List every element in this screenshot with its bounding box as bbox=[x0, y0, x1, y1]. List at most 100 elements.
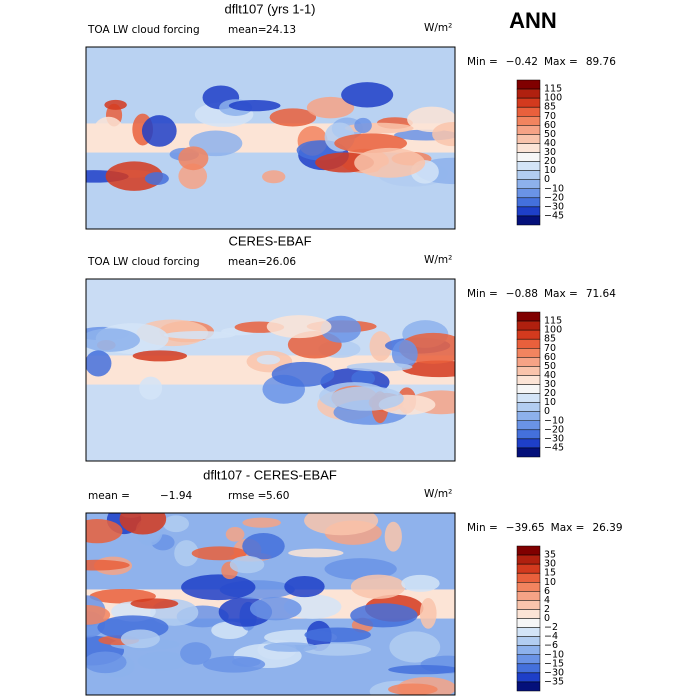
colorbar-box bbox=[516, 106, 541, 117]
map-blob bbox=[104, 99, 127, 110]
map-blob bbox=[324, 558, 397, 580]
map-blob bbox=[391, 339, 418, 369]
colorbar-box bbox=[516, 134, 541, 144]
colorbar-box bbox=[516, 681, 541, 692]
map-field bbox=[86, 47, 455, 229]
map-blob bbox=[266, 315, 332, 339]
map-blob bbox=[401, 360, 455, 378]
unit: W/m² bbox=[424, 488, 452, 500]
colorbar-box bbox=[516, 161, 541, 171]
colorbar-box bbox=[516, 348, 541, 358]
colorbar-label: 0 bbox=[544, 174, 550, 185]
colorbar-label: −30 bbox=[544, 433, 564, 444]
map-blob bbox=[132, 350, 188, 362]
colorbar-box bbox=[516, 215, 541, 226]
colorbar-box bbox=[516, 320, 541, 331]
map-blob bbox=[137, 651, 188, 671]
stat-value: 5.60 bbox=[266, 490, 289, 502]
map-blob bbox=[180, 642, 212, 665]
colorbar-label: 20 bbox=[544, 388, 556, 399]
map-blob bbox=[419, 597, 437, 629]
min-max-part: Min = bbox=[467, 288, 498, 300]
colorbar-label: 2 bbox=[544, 604, 550, 615]
colorbar-label: 85 bbox=[544, 102, 556, 113]
colorbar-box bbox=[516, 645, 541, 655]
colorbar-label: −10 bbox=[544, 183, 564, 194]
map-blob bbox=[141, 115, 177, 147]
min-max-part: −0.42 bbox=[506, 56, 538, 68]
map-blob bbox=[304, 513, 379, 536]
colorbar-box bbox=[516, 411, 541, 421]
map-blob bbox=[256, 354, 281, 365]
colorbar-label: −4 bbox=[544, 631, 558, 642]
colorbar-label: 0 bbox=[544, 613, 550, 624]
map-blob bbox=[93, 116, 124, 145]
map-blob bbox=[303, 643, 372, 656]
map-blob bbox=[225, 526, 245, 542]
map-blob bbox=[401, 574, 440, 592]
colorbar-label: −10 bbox=[544, 649, 564, 660]
colorbar-label: 115 bbox=[544, 316, 562, 327]
colorbar-label: 4 bbox=[544, 595, 550, 606]
map-blob bbox=[388, 664, 455, 675]
left-label: TOA LW cloud forcing bbox=[87, 24, 200, 36]
min-max-part: −39.65 bbox=[506, 522, 545, 534]
colorbar-label: 0 bbox=[544, 406, 550, 417]
colorbar-box bbox=[516, 654, 541, 665]
colorbar-label: 30 bbox=[544, 147, 556, 158]
map bbox=[85, 278, 456, 462]
colorbar-label: −10 bbox=[544, 415, 564, 426]
colorbar-box bbox=[516, 582, 541, 592]
colorbar-box bbox=[516, 311, 541, 322]
colorbar-box bbox=[516, 554, 541, 565]
map-blob bbox=[284, 575, 325, 598]
map-frame bbox=[85, 512, 456, 696]
map-blob bbox=[86, 605, 111, 625]
season-label: ANN bbox=[509, 8, 557, 33]
colorbar-box bbox=[516, 572, 541, 583]
colorbar-box bbox=[516, 447, 541, 458]
colorbar-label: 70 bbox=[544, 111, 556, 122]
stat-value: 24.13 bbox=[266, 24, 296, 36]
unit: W/m² bbox=[424, 22, 452, 34]
colorbar-label: 10 bbox=[544, 577, 556, 588]
map-blob bbox=[320, 315, 362, 343]
colorbar-box bbox=[516, 393, 541, 403]
colorbar-label: 15 bbox=[544, 568, 556, 579]
map-blob bbox=[86, 328, 140, 352]
colorbar-label: 70 bbox=[544, 343, 556, 354]
colorbar-box bbox=[516, 636, 541, 646]
map-blob bbox=[350, 603, 418, 628]
map-blob bbox=[242, 532, 285, 560]
map bbox=[85, 46, 456, 230]
colorbar-label: 20 bbox=[544, 156, 556, 167]
map-blob bbox=[86, 651, 127, 674]
map-blob bbox=[229, 555, 265, 574]
colorbar-box bbox=[516, 618, 541, 628]
map-blob bbox=[369, 331, 392, 362]
colorbar-label: 60 bbox=[544, 120, 556, 131]
colorbar-label: −35 bbox=[544, 676, 564, 687]
min-max: Min = −39.65 Max = 26.39 bbox=[467, 522, 623, 534]
map bbox=[85, 512, 456, 696]
map-blob bbox=[178, 163, 208, 190]
colorbar-label: 40 bbox=[544, 138, 556, 149]
min-max-part: Max = bbox=[551, 522, 585, 534]
colorbar-box bbox=[516, 591, 541, 601]
map-blob bbox=[203, 655, 266, 673]
left-value: −1.94 bbox=[160, 490, 192, 502]
map-blob bbox=[163, 331, 236, 340]
colorbar-box bbox=[516, 197, 541, 208]
map-blob bbox=[163, 515, 190, 533]
map-blob bbox=[178, 146, 209, 171]
colorbar-box bbox=[516, 188, 541, 199]
min-max-part: 89.76 bbox=[586, 56, 616, 68]
panel-title: CERES-EBAF bbox=[228, 233, 311, 248]
map-blob bbox=[271, 361, 335, 387]
map-blob bbox=[249, 596, 302, 621]
colorbar-label: 115 bbox=[544, 84, 562, 95]
colorbar-box bbox=[516, 429, 541, 440]
min-max-part: Min = bbox=[467, 56, 498, 68]
colorbar-box bbox=[516, 609, 541, 619]
colorbar-label: −20 bbox=[544, 192, 564, 203]
